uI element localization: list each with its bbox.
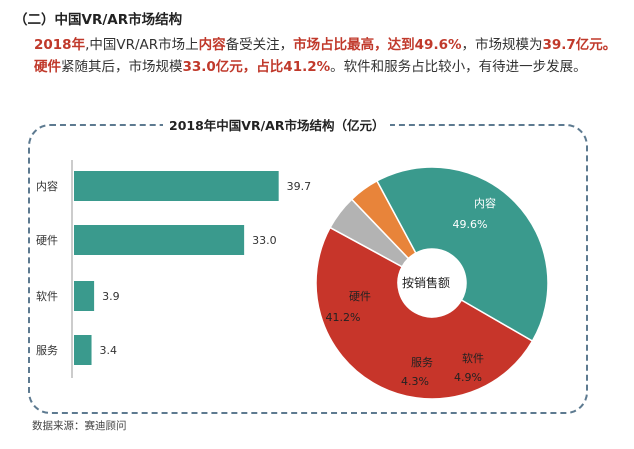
section-heading: （二）中国VR/AR市场结构 <box>14 12 183 28</box>
intro-hardware-term: 硬件 <box>34 59 61 75</box>
data-source: 数据来源：赛迪顾问 <box>32 420 127 432</box>
bar-value-content: 39.7 <box>287 180 312 193</box>
pie-label-software: 软件 <box>462 351 484 365</box>
intro-hardware-stats: 33.0亿元，占比41.2% <box>182 59 331 75</box>
intro-text-5: 。软件和服务占比较小，有待进一步发展。 <box>330 59 587 75</box>
intro-year: 2018年 <box>34 37 86 53</box>
bar-label-service: 服务 <box>36 344 58 357</box>
chart-title: 2018年中国VR/AR市场结构（亿元） <box>163 115 391 134</box>
bar-service <box>74 335 92 365</box>
pie-label-content: 内容 <box>474 196 496 210</box>
pie-slice-content <box>315 226 534 400</box>
intro-text-2: 备受关注， <box>225 37 294 53</box>
pie-value-software: 4.9% <box>454 371 482 384</box>
bar-label-hardware: 硬件 <box>36 234 58 247</box>
pie-label-hardware: 硬件 <box>349 290 371 303</box>
intro-content-size: 39.7亿元。 <box>542 37 617 53</box>
pie-value-content: 49.6% <box>453 218 488 231</box>
intro-content-share: 市场占比最高，达到49.6% <box>293 37 462 53</box>
bar-value-software: 3.9 <box>102 290 120 303</box>
pie-center-label: 按销售额 <box>402 275 450 290</box>
pie-value-service: 4.3% <box>401 375 429 388</box>
bar-hardware <box>74 225 245 255</box>
intro-text-3: ，市场规模为 <box>461 37 543 53</box>
bar-value-service: 3.4 <box>100 344 118 357</box>
pie-value-hardware: 41.2% <box>326 311 361 324</box>
intro-paragraph: 2018年,中国VR/AR市场上内容备受关注，市场占比最高，达到49.6%，市场… <box>34 34 624 78</box>
intro-text-4: 紧随其后，市场规模 <box>61 59 183 75</box>
bar-content <box>74 171 279 201</box>
intro-text-1: ,中国VR/AR市场上 <box>85 37 199 53</box>
bar-label-content: 内容 <box>36 179 58 193</box>
bar-label-software: 软件 <box>36 289 58 303</box>
pie-slice-hardware <box>375 166 549 343</box>
pie-label-service: 服务 <box>411 356 433 369</box>
bar-software <box>74 281 95 311</box>
intro-content-term: 内容 <box>198 37 226 53</box>
bar-value-hardware: 33.0 <box>252 234 277 247</box>
